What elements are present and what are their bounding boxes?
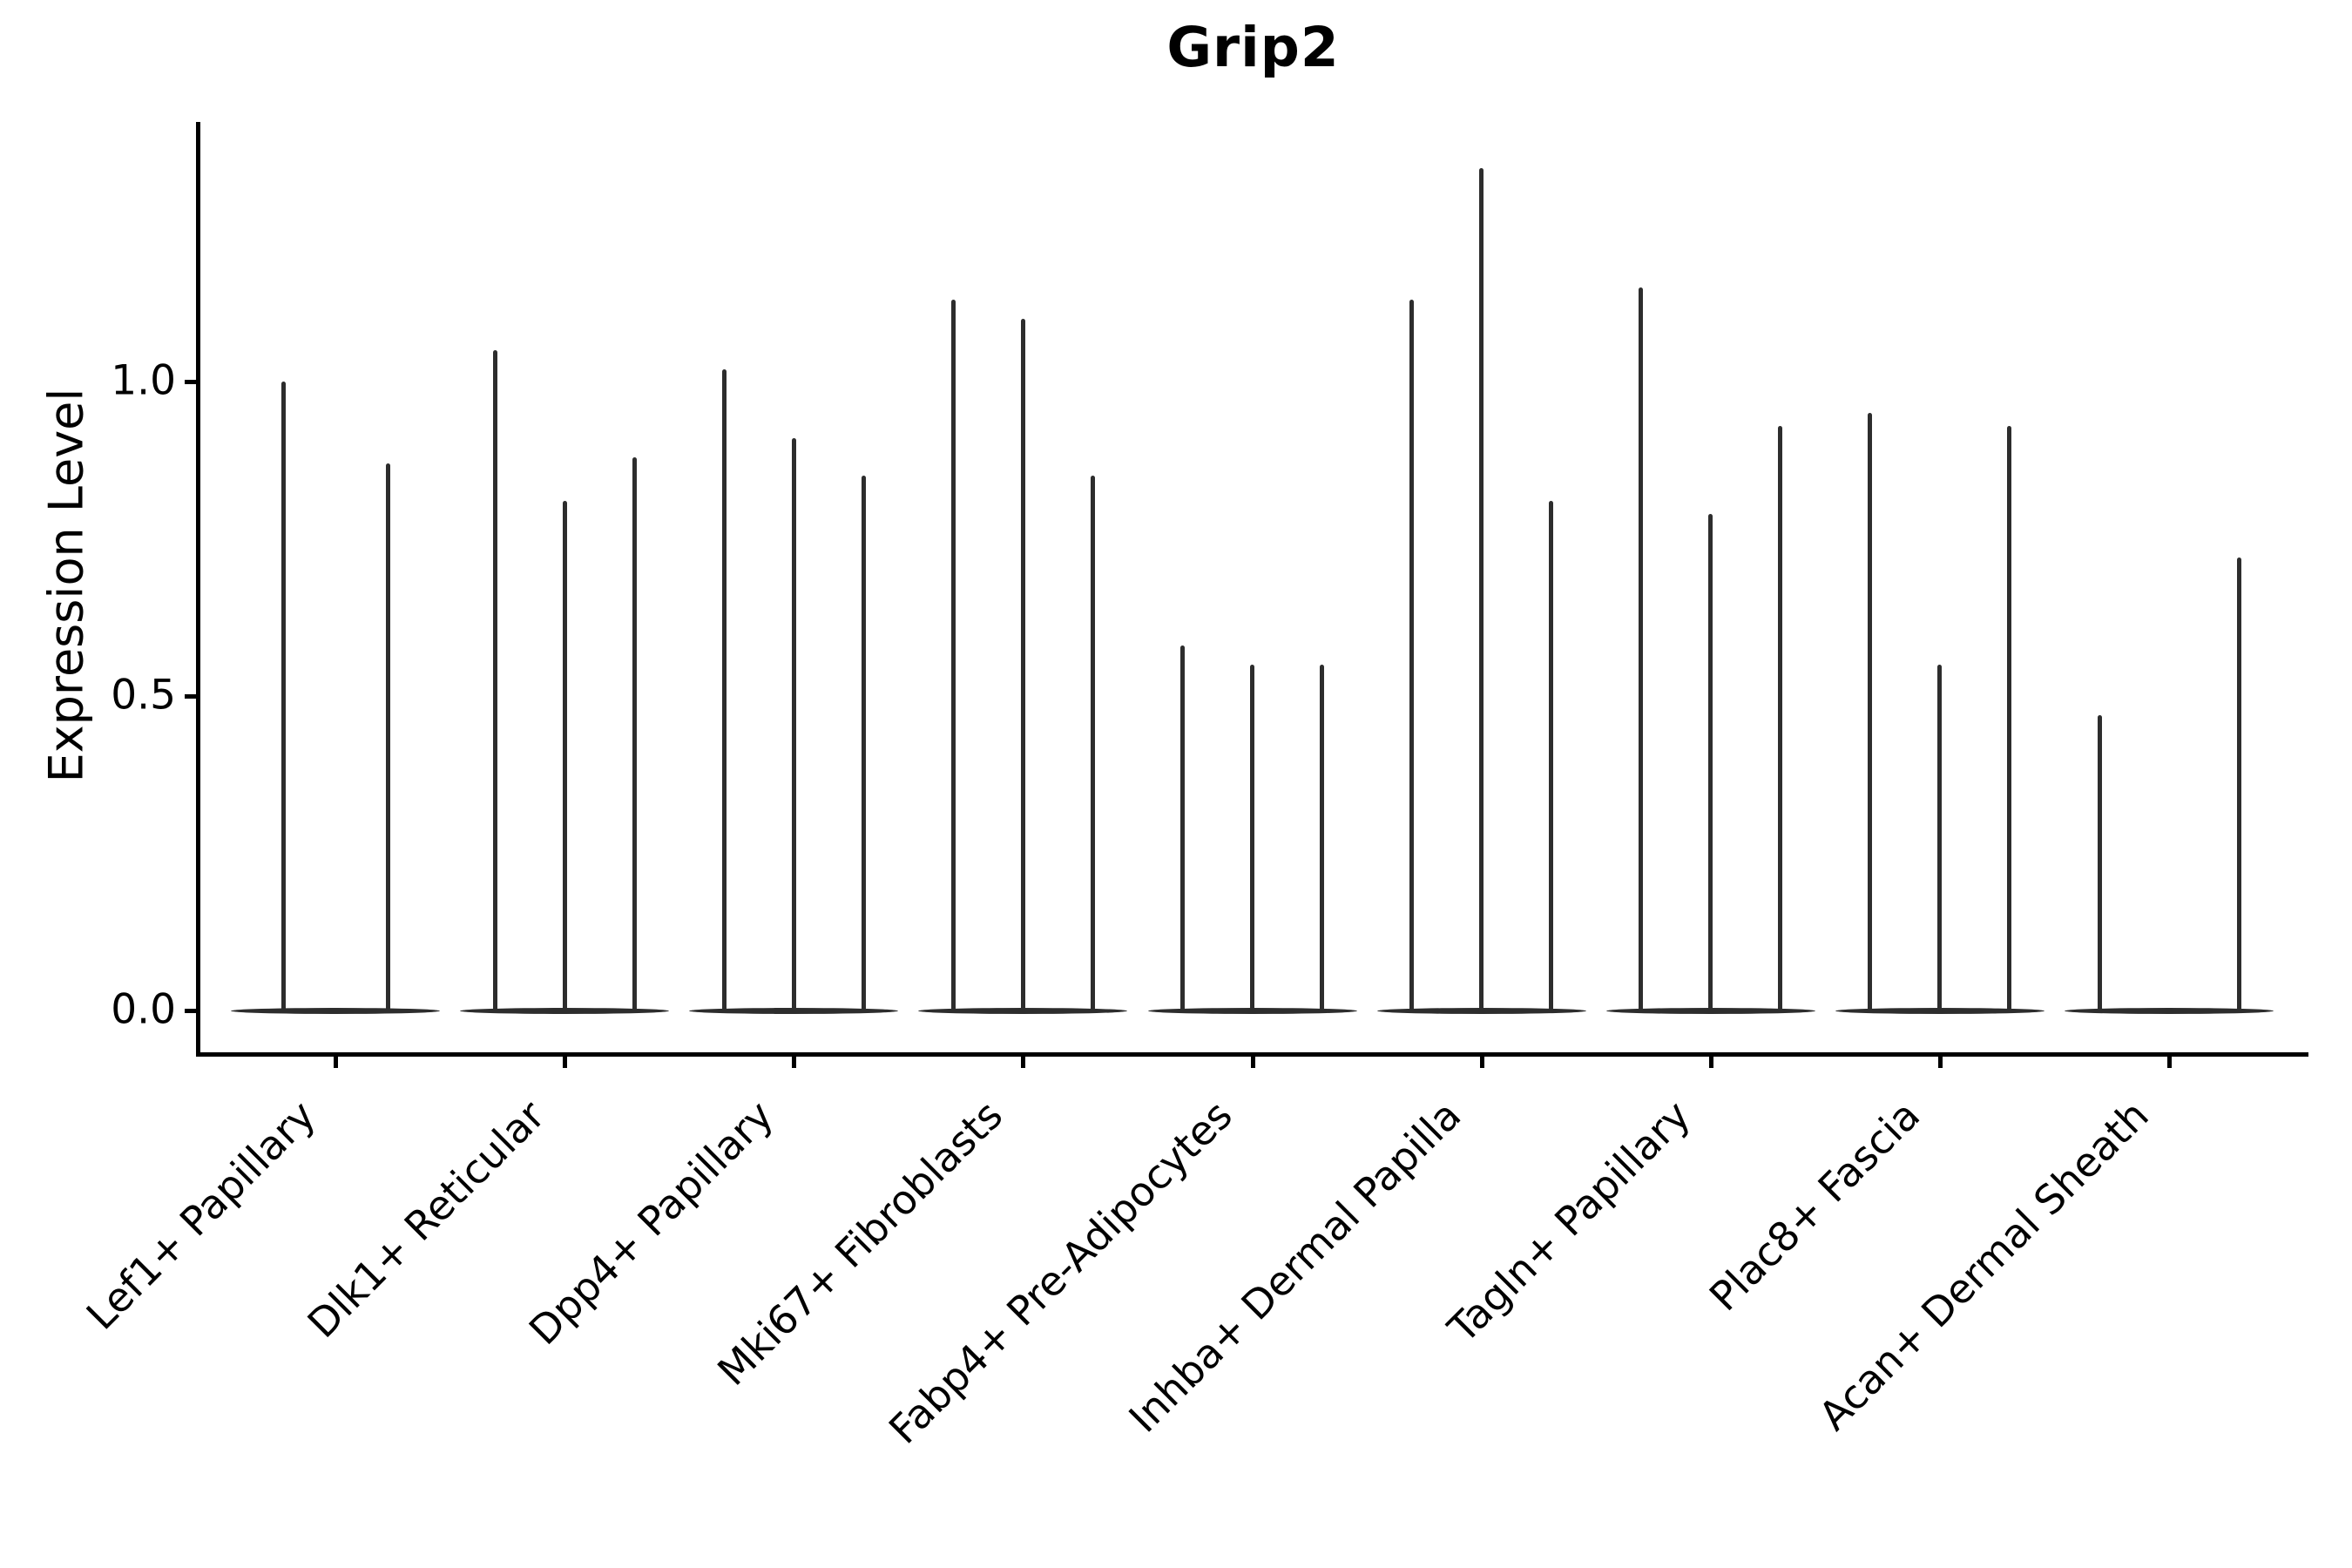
x-tick-label: Lef1+ Papillary bbox=[77, 1091, 325, 1339]
violin-spike bbox=[1320, 664, 1325, 1010]
violin-baseline bbox=[1605, 1008, 1815, 1014]
violin-spike bbox=[1708, 513, 1713, 1010]
violin-baseline bbox=[689, 1008, 899, 1014]
x-tick-label: Tagln+ Papillary bbox=[1439, 1091, 1700, 1352]
violin-spike bbox=[1778, 425, 1783, 1010]
y-tick bbox=[185, 694, 196, 699]
violin-baseline bbox=[1147, 1008, 1357, 1014]
x-tick-label: Dlk1+ Reticular bbox=[298, 1091, 554, 1348]
violin-spike bbox=[1250, 664, 1255, 1010]
violin-spike bbox=[721, 368, 727, 1010]
x-tick bbox=[2167, 1057, 2173, 1068]
violin-spike bbox=[562, 501, 567, 1010]
violin-spike bbox=[2097, 714, 2102, 1010]
violin-spike bbox=[1090, 476, 1095, 1010]
x-tick bbox=[1708, 1057, 1713, 1068]
violin-spike bbox=[280, 382, 286, 1010]
violin-spike bbox=[1868, 413, 1873, 1010]
x-tick-label: Plac8+ Fascia bbox=[1700, 1091, 1930, 1321]
chart-title: Grip2 bbox=[1166, 16, 1340, 79]
violin-spike bbox=[1409, 300, 1415, 1010]
violin-baseline bbox=[918, 1008, 1128, 1014]
violin-spike bbox=[632, 456, 637, 1010]
x-tick bbox=[334, 1057, 338, 1068]
x-tick bbox=[1021, 1057, 1026, 1068]
x-tick bbox=[1479, 1057, 1484, 1068]
violin-spike bbox=[791, 437, 796, 1010]
violin-baseline bbox=[2065, 1008, 2274, 1014]
x-axis-spine bbox=[196, 1052, 2308, 1057]
y-tick-label: 1.0 bbox=[111, 356, 176, 405]
y-axis-label: Expression Level bbox=[38, 388, 94, 783]
violin-spike bbox=[1180, 645, 1186, 1010]
x-tick-label: Dpp4+ Papillary bbox=[520, 1091, 783, 1355]
violin-spike bbox=[492, 349, 497, 1010]
violin-spike bbox=[1020, 318, 1025, 1010]
violin-spike bbox=[2236, 558, 2241, 1010]
violin-baseline bbox=[231, 1008, 440, 1014]
violin-spike bbox=[2007, 425, 2012, 1010]
violin-spike bbox=[861, 476, 866, 1010]
x-tick bbox=[1250, 1057, 1255, 1068]
violin-spike bbox=[1639, 287, 1644, 1010]
x-tick bbox=[792, 1057, 797, 1068]
violin-baseline bbox=[460, 1008, 670, 1014]
violin-spike bbox=[1549, 501, 1554, 1010]
y-tick-label: 0.0 bbox=[111, 985, 176, 1034]
y-axis-spine bbox=[196, 122, 200, 1057]
violin-spike bbox=[950, 300, 956, 1010]
violin-spike bbox=[385, 463, 390, 1010]
violin-spike bbox=[1479, 167, 1484, 1010]
y-tick-label: 0.5 bbox=[111, 671, 176, 720]
y-tick bbox=[185, 380, 196, 384]
x-tick bbox=[563, 1057, 568, 1068]
violin-spike bbox=[1937, 664, 1943, 1010]
violin-baseline bbox=[1835, 1008, 2044, 1014]
x-tick bbox=[1937, 1057, 1943, 1068]
violin-baseline bbox=[1376, 1008, 1586, 1014]
y-tick bbox=[185, 1009, 196, 1013]
